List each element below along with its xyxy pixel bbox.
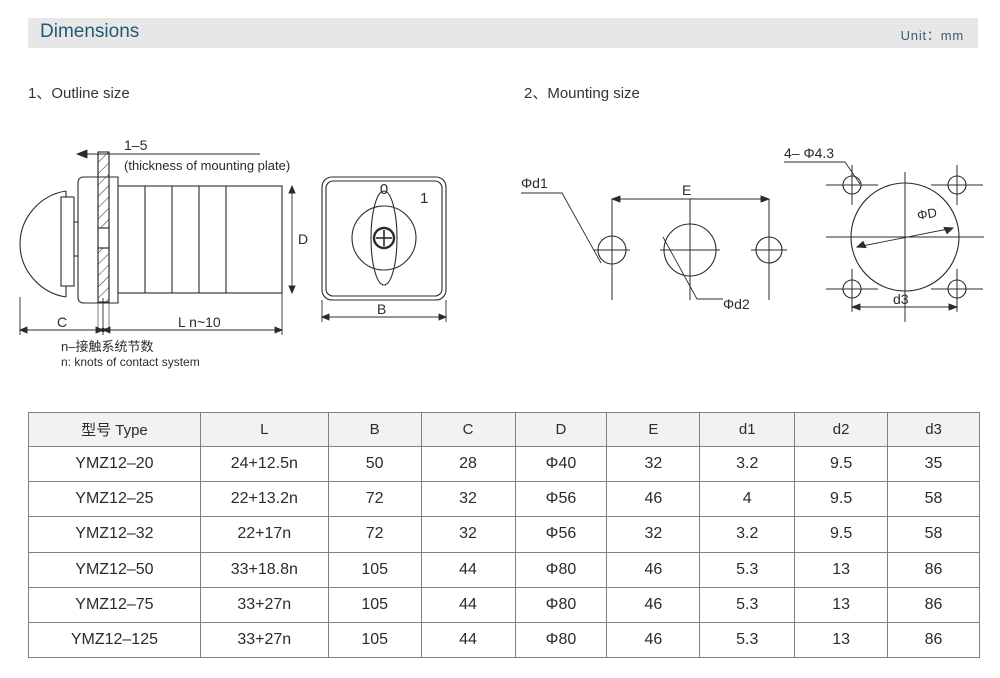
svg-text:L n~10: L n~10 [178, 314, 221, 330]
svg-text:ΦD: ΦD [916, 205, 938, 223]
svg-text:1: 1 [420, 190, 428, 207]
svg-text:E: E [682, 182, 691, 198]
svg-text:(thickness of mounting plate): (thickness of mounting plate) [124, 158, 290, 173]
svg-text:C: C [57, 314, 67, 330]
svg-text:D: D [298, 231, 308, 247]
svg-text:B: B [377, 301, 386, 317]
svg-text:n–接触系统节数: n–接触系统节数 [61, 339, 153, 354]
svg-text:1–5: 1–5 [124, 137, 148, 153]
svg-text:4– Φ4.3: 4– Φ4.3 [784, 145, 834, 161]
svg-text:Φd1: Φd1 [521, 175, 548, 191]
svg-text:n: knots of contact system: n: knots of contact system [61, 355, 200, 369]
svg-text:Φd2: Φd2 [723, 296, 750, 312]
svg-text:d3: d3 [893, 291, 909, 307]
svg-text:0: 0 [380, 181, 388, 198]
